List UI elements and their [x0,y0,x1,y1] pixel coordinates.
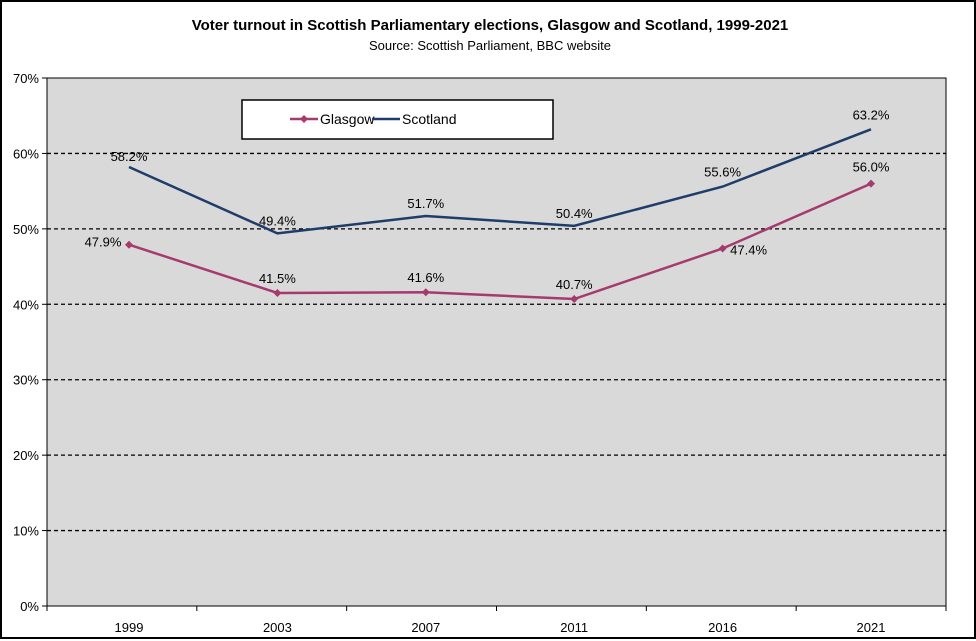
y-tick-label: 70% [13,71,39,86]
data-label-scotland: 49.4% [259,213,296,228]
legend: Glasgow Scotland [241,99,554,140]
data-label-scotland: 63.2% [853,107,890,122]
data-label-glasgow: 47.4% [730,242,767,257]
y-tick-label: 30% [13,373,39,388]
data-label-scotland: 58.2% [111,149,148,164]
x-tick-label: 1999 [115,620,144,635]
plot-area [46,77,947,607]
legend-label-scotland: Scotland [402,111,456,127]
legend-marker [300,115,308,123]
data-point-glasgow [718,244,727,253]
y-tick-label: 10% [13,524,39,539]
data-label-glasgow: 40.7% [556,277,593,292]
data-point-glasgow [421,288,430,297]
series-line-glasgow [128,182,872,301]
y-tick-label: 60% [13,146,39,161]
chart-title: Voter turnout in Scottish Parliamentary … [192,17,789,34]
y-tick-label: 20% [13,448,39,463]
chart-subtitle: Source: Scottish Parliament, BBC website [369,38,611,53]
data-point-glasgow [125,240,133,249]
data-label-scotland: 50.4% [556,206,593,221]
data-label-glasgow: 47.9% [85,235,122,250]
data-label-glasgow: 56.0% [853,160,890,175]
y-tick-label: 40% [13,297,39,312]
y-tick-label: 0% [20,599,39,614]
legend-label-glasgow: Glasgow [320,111,375,127]
data-point-glasgow [867,179,875,188]
data-label-glasgow: 41.6% [407,270,444,285]
x-tick-label: 2011 [560,620,588,635]
x-tick-label: 2016 [708,620,737,635]
data-label-scotland: 51.7% [407,196,444,211]
data-label-glasgow: 41.5% [259,271,296,286]
series-line-scotland [128,128,872,235]
data-point-glasgow [273,288,282,297]
data-point-glasgow [570,295,579,304]
data-label-scotland: 55.6% [704,165,741,180]
x-tick-label: 2021 [857,620,886,635]
x-tick-label: 2007 [411,620,440,635]
y-tick-label: 50% [13,222,39,237]
x-tick-label: 2003 [263,620,292,635]
